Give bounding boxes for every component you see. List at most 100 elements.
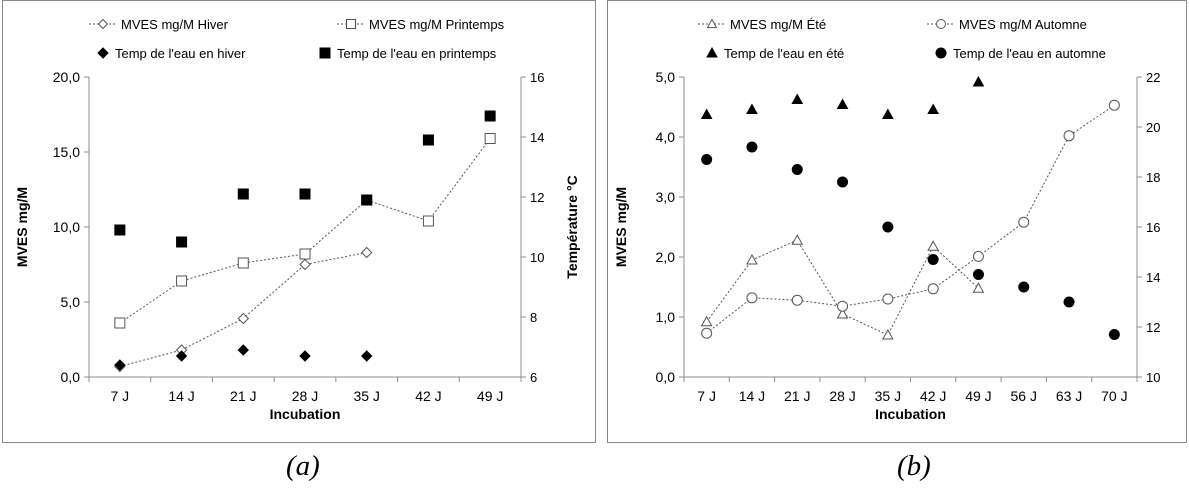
data-point-series-1-5 [422, 215, 434, 227]
data-point-series-2-1 [175, 350, 188, 362]
series-line-1 [706, 104, 1115, 334]
data-point-series-3-2 [791, 164, 803, 175]
data-point-series-2-3 [299, 350, 311, 362]
y-tick-label-right: 12 [1146, 320, 1160, 335]
data-point-series-3-5 [927, 254, 939, 265]
data-point-series-3-7 [1018, 281, 1030, 293]
y-tick-label-left: 5,0 [61, 294, 81, 310]
data-point-series-1-5 [927, 283, 939, 295]
data-point-series-1-2 [791, 294, 803, 306]
y-tick-label-right: 6 [530, 370, 537, 385]
y-tick-label-right: 20 [1146, 120, 1160, 135]
y-tick-label-left: 0,0 [61, 369, 81, 385]
x-axis-title: Incubation [270, 406, 341, 422]
data-point-series-2-3 [836, 98, 849, 109]
legend-label-2: Temp de l'eau en été [724, 46, 844, 61]
data-point-series-1-0 [114, 317, 126, 329]
chart-panel-b: 0,0 1,0 2,0 3,0 4,0 5,0 10 12 14 16 18 20 22 7 J 14 J 2… [607, 0, 1187, 443]
legend-marker-0 [706, 18, 718, 29]
y-tick-label-left: 0,0 [656, 369, 676, 385]
legend-label-2: Temp de l'eau en hiver [115, 46, 246, 61]
data-point-series-3-2 [237, 188, 249, 200]
data-point-series-1-3 [837, 300, 849, 312]
data-point-series-0-4 [361, 246, 373, 259]
data-point-series-0-1 [746, 253, 758, 265]
data-point-series-1-2 [237, 257, 249, 269]
data-point-series-3-0 [701, 154, 713, 165]
legend-marker-3 [935, 47, 947, 59]
y-tick-label-right: 14 [1146, 270, 1160, 285]
series-line-1 [119, 138, 491, 324]
data-point-series-3-0 [114, 224, 126, 236]
legend-label-0: MVES mg/M Hiver [121, 17, 229, 32]
data-point-series-2-5 [927, 103, 939, 114]
data-point-series-0-2 [791, 234, 804, 245]
y-axis-title-right: Température °C [1185, 175, 1187, 278]
y-tick-label-right: 10 [530, 250, 544, 265]
data-point-series-1-4 [882, 293, 894, 305]
data-point-series-3-8 [1063, 296, 1075, 308]
data-point-series-0-3 [836, 307, 849, 319]
legend-label-0: MVES mg/M Été [730, 17, 826, 32]
x-axis-title: Incubation [875, 406, 946, 422]
legend-marker-3 [319, 47, 331, 59]
data-point-series-3-1 [176, 236, 188, 248]
chart-panel-a: 0,0 5,0 10,0 15,0 20,0 6 8 10 12 14 16 7 J 14 J 21 J 2… [2, 0, 596, 443]
caption-b: (b) [897, 450, 931, 482]
x-tick-label: 49 J [965, 388, 991, 404]
x-tick-label: 14 J [739, 388, 765, 404]
x-tick-label: 21 J [784, 388, 810, 404]
data-point-series-1-0 [701, 327, 713, 339]
chart-a-svg: 0,0 5,0 10,0 15,0 20,0 6 8 10 12 14 16 7 J 14 J 21 J 2… [14, 17, 580, 422]
y-tick-label-left: 10,0 [53, 219, 80, 235]
data-point-series-1-7 [1018, 216, 1030, 228]
data-point-series-2-2 [237, 344, 249, 356]
data-point-series-3-9 [1108, 329, 1120, 340]
data-point-series-3-4 [882, 221, 894, 233]
data-point-series-1-3 [299, 248, 311, 260]
y-tick-label-right: 16 [1146, 220, 1160, 235]
x-tick-label: 63 J [1056, 388, 1082, 404]
data-point-series-1-6 [972, 250, 984, 262]
data-point-series-0-5 [927, 240, 939, 251]
y-tick-label-right: 14 [530, 130, 544, 145]
y-tick-label-left: 4,0 [656, 129, 676, 145]
legend-label-3: Temp de l'eau en automne [953, 46, 1106, 61]
x-tick-label: 35 J [875, 388, 901, 404]
data-point-series-3-4 [361, 194, 373, 206]
data-point-series-2-4 [882, 108, 894, 119]
data-point-series-3-1 [746, 141, 758, 153]
y-tick-label-left: 3,0 [656, 189, 676, 205]
data-point-series-1-8 [1063, 130, 1075, 142]
caption-a: (a) [286, 450, 320, 482]
data-point-series-2-2 [791, 93, 804, 104]
x-tick-label: 70 J [1101, 388, 1127, 404]
data-point-series-2-1 [746, 103, 758, 114]
data-point-series-3-5 [422, 134, 434, 146]
legend-label-1: MVES mg/M Automne [959, 17, 1087, 32]
data-point-series-1-6 [484, 133, 496, 144]
legend-label-1: MVES mg/M Printemps [369, 17, 505, 32]
data-point-series-1-1 [746, 292, 758, 304]
x-tick-label: 7 J [697, 388, 716, 404]
data-point-series-3-3 [837, 176, 849, 188]
data-point-series-3-6 [972, 269, 984, 280]
y-tick-label-right: 10 [1146, 370, 1160, 385]
x-tick-label: 49 J [477, 388, 503, 404]
y-tick-label-left: 15,0 [53, 144, 80, 160]
data-point-series-3-3 [299, 188, 311, 200]
y-tick-label-left: 2,0 [656, 249, 676, 265]
data-point-series-0-3 [299, 258, 311, 271]
data-point-series-2-6 [972, 75, 985, 87]
x-tick-label: 42 J [415, 388, 441, 404]
x-tick-label: 28 J [829, 388, 855, 404]
data-point-series-1-1 [176, 275, 188, 287]
y-tick-label-right: 8 [530, 310, 537, 325]
x-tick-label: 21 J [230, 388, 256, 404]
y-tick-label-left: 20,0 [53, 69, 80, 85]
x-tick-label: 56 J [1011, 388, 1037, 404]
data-point-series-0-4 [882, 328, 894, 340]
y-tick-label-right: 18 [1146, 170, 1160, 185]
data-point-series-2-0 [700, 108, 713, 119]
y-axis-title-left: MVES mg/M [613, 187, 629, 267]
